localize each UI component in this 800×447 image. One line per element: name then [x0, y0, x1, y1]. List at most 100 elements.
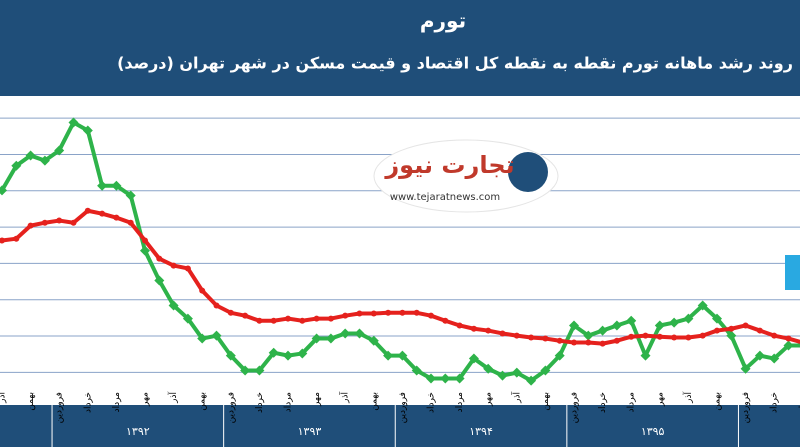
point — [13, 235, 20, 242]
watermark: تجارت نیوز www.tejaratnews.com — [373, 139, 559, 213]
point — [483, 363, 494, 374]
point — [270, 317, 277, 324]
x-tick-label: مهر — [655, 392, 665, 407]
point — [699, 332, 706, 339]
point — [256, 317, 263, 324]
point — [583, 330, 594, 341]
point — [714, 327, 720, 334]
point — [597, 325, 608, 336]
x-tick-label: مرداد — [627, 392, 637, 412]
point — [528, 334, 535, 341]
point — [611, 320, 622, 331]
point — [356, 310, 363, 317]
point — [325, 333, 336, 344]
point — [697, 300, 708, 311]
point — [54, 145, 65, 156]
x-tick-label: آذر — [167, 392, 179, 404]
point — [68, 117, 79, 128]
point — [669, 317, 680, 328]
x-tick-label: بهمن — [369, 392, 379, 411]
point — [168, 300, 179, 311]
point — [340, 328, 351, 339]
point — [542, 335, 549, 342]
year-label: ۱۳۹۵ — [641, 425, 665, 438]
point — [354, 328, 365, 339]
point — [554, 350, 565, 361]
plot-area — [0, 96, 800, 405]
point — [468, 353, 479, 364]
point — [585, 339, 592, 346]
watermark-url: www.tejaratnews.com — [390, 192, 500, 203]
year-strip — [0, 405, 800, 447]
point — [740, 363, 751, 374]
x-tick-label: آذر — [339, 392, 351, 404]
point — [240, 365, 251, 376]
x-tick-label: فروردین — [741, 392, 751, 423]
point — [82, 125, 93, 136]
x-tick-label: آذر — [682, 392, 694, 404]
point — [797, 343, 800, 348]
point — [756, 327, 763, 334]
x-tick-label: خرداد — [83, 392, 93, 413]
point — [556, 337, 563, 344]
point — [540, 365, 551, 376]
point — [440, 373, 451, 384]
point — [41, 219, 48, 226]
x-tick-label: بهمن — [713, 392, 723, 411]
point — [397, 350, 408, 361]
point — [742, 322, 749, 329]
x-tick-label: بهمن — [198, 392, 208, 411]
x-tick-label: بهمن — [541, 392, 551, 411]
point — [0, 185, 7, 196]
point — [170, 262, 177, 269]
x-tick-label: مرداد — [284, 392, 294, 412]
x-tick-label: خرداد — [427, 392, 437, 413]
point — [213, 302, 220, 309]
point — [227, 309, 234, 316]
point — [569, 320, 579, 331]
point — [571, 339, 577, 346]
x-tick-label: خرداد — [598, 392, 608, 413]
point — [184, 265, 191, 272]
point — [199, 287, 206, 294]
point — [370, 310, 377, 317]
point — [511, 367, 522, 378]
point — [442, 317, 449, 324]
x-tick-label: مرداد — [798, 392, 800, 412]
watermark-icon — [508, 152, 548, 192]
point — [0, 237, 5, 244]
point — [754, 350, 765, 361]
point — [599, 340, 606, 347]
point — [454, 373, 465, 384]
point — [626, 315, 637, 326]
point — [127, 219, 134, 226]
x-tick-label: مهر — [312, 392, 322, 407]
point — [640, 350, 651, 361]
point — [297, 348, 308, 359]
point — [642, 332, 649, 339]
x-tick-label: خرداد — [255, 392, 265, 413]
point — [368, 335, 379, 346]
x-tick-label: مهر — [484, 392, 494, 407]
x-tick-label: آذر — [510, 392, 522, 404]
legend-box — [785, 255, 800, 290]
point — [182, 313, 193, 324]
point — [311, 333, 322, 344]
x-tick-label: آذر — [0, 392, 8, 404]
x-tick-label: فروردین — [226, 392, 236, 423]
point — [385, 309, 392, 316]
point — [785, 335, 792, 342]
point — [225, 350, 236, 361]
point — [399, 309, 406, 316]
point — [383, 350, 394, 361]
point — [456, 322, 463, 329]
point — [84, 207, 91, 214]
point — [27, 222, 34, 229]
point — [771, 332, 778, 339]
point — [342, 312, 349, 319]
point — [411, 365, 422, 376]
point — [97, 180, 108, 191]
x-tick-label: فروردین — [55, 392, 65, 423]
x-tick-label: فروردین — [398, 392, 408, 423]
x-tick-label: مرداد — [112, 392, 122, 412]
